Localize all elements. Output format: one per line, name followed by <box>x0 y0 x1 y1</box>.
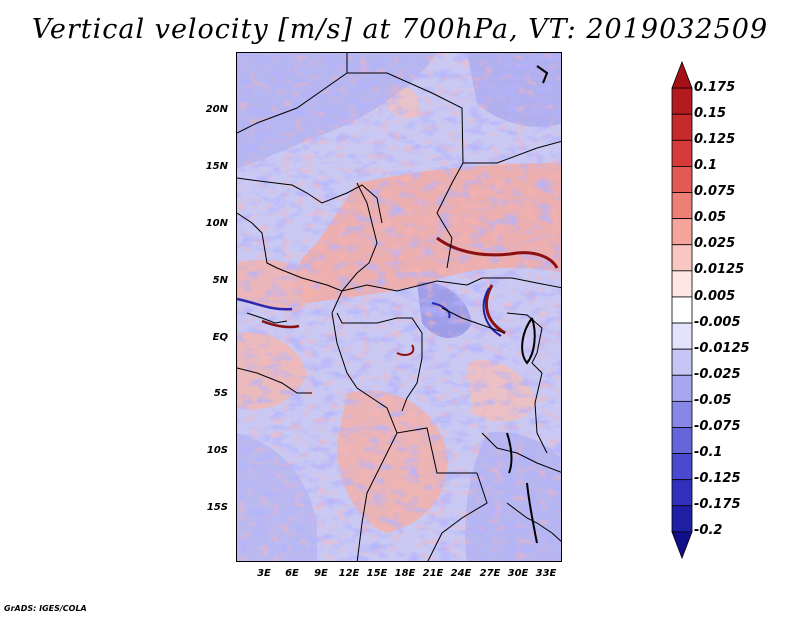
colorbar-segment <box>671 348 693 376</box>
colorbar-label: -0.2 <box>694 523 723 538</box>
lat-label-5s: 5S <box>213 388 228 399</box>
lon-label-12e: 12E <box>338 568 360 579</box>
colorbar-label: 0.1 <box>694 158 718 173</box>
colorbar-label: -0.025 <box>694 367 741 382</box>
lat-label-10n: 10N <box>205 218 228 229</box>
colorbar-segment <box>671 479 693 507</box>
map-title: Vertical velocity [m/s] at 700hPa, VT: 2… <box>31 14 769 45</box>
colorbar-label: -0.05 <box>694 393 732 408</box>
colorbar <box>671 60 693 560</box>
velocity-map <box>236 52 562 562</box>
colorbar-segment <box>671 244 693 272</box>
colorbar-segment <box>671 113 693 141</box>
colorbar-label: -0.075 <box>694 419 741 434</box>
lat-label-10s: 10S <box>206 445 228 456</box>
colorbar-label: 0.0125 <box>694 262 745 277</box>
lon-label-33e: 33E <box>535 568 557 579</box>
colorbar-label: 0.15 <box>694 106 727 121</box>
colorbar-segment <box>671 505 693 533</box>
lon-label-9e: 9E <box>314 568 328 579</box>
colorbar-label: 0.025 <box>694 236 736 251</box>
colorbar-label: 0.05 <box>694 210 727 225</box>
lat-label-20n: 20N <box>205 104 228 115</box>
colorbar-label: 0.005 <box>694 289 736 304</box>
lon-label-6e: 6E <box>285 568 299 579</box>
colorbar-segment <box>671 322 693 350</box>
lon-label-15e: 15E <box>366 568 388 579</box>
colorbar-label: 0.175 <box>694 80 736 95</box>
lat-label-eq: EQ <box>212 332 228 343</box>
colorbar-label: 0.075 <box>694 184 736 199</box>
lat-label-15s: 15S <box>206 502 228 513</box>
lon-label-30e: 30E <box>507 568 529 579</box>
colorbar-segment <box>671 60 693 89</box>
colorbar-segment <box>671 87 693 115</box>
colorbar-segment <box>671 374 693 402</box>
colorbar-label: -0.005 <box>694 315 741 330</box>
colorbar-label: -0.0125 <box>694 341 750 356</box>
colorbar-label: -0.1 <box>694 445 723 460</box>
lat-label-5n: 5N <box>212 275 228 286</box>
colorbar-segment <box>671 166 693 193</box>
colorbar-label: -0.175 <box>694 497 741 512</box>
lon-label-27e: 27E <box>479 568 501 579</box>
colorbar-segment <box>671 427 693 454</box>
colorbar-segment <box>671 531 693 560</box>
lat-label-15n: 15N <box>205 161 228 172</box>
footer-credit: GrADS: IGES/COLA <box>4 604 87 613</box>
lon-label-24e: 24E <box>450 568 472 579</box>
lon-label-21e: 21E <box>422 568 444 579</box>
colorbar-label: 0.125 <box>694 132 736 147</box>
colorbar-segment <box>671 139 693 167</box>
colorbar-segment <box>671 400 693 428</box>
colorbar-segment <box>671 192 693 220</box>
velocity-field <box>237 53 561 561</box>
colorbar-label: -0.125 <box>694 471 741 486</box>
colorbar-segment <box>671 453 693 481</box>
lon-label-3e: 3E <box>257 568 271 579</box>
colorbar-segment <box>671 270 693 298</box>
lon-label-18e: 18E <box>394 568 416 579</box>
colorbar-segment <box>671 218 693 246</box>
colorbar-segment <box>671 296 693 324</box>
